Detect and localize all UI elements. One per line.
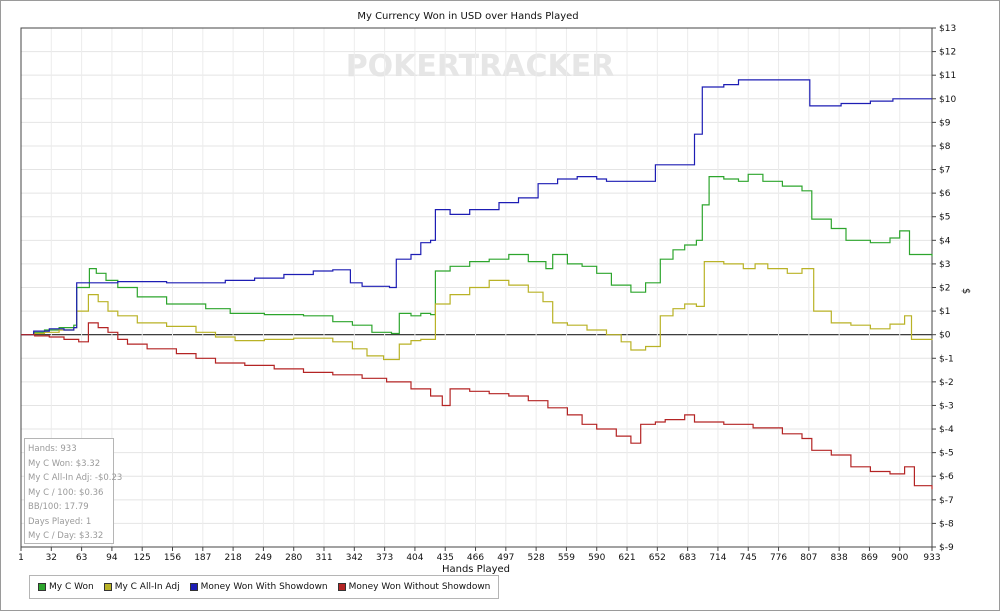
x-tick-label: 933 [923, 553, 940, 563]
x-tick-label: 125 [134, 553, 151, 563]
legend-item: My C All-In Adj [103, 582, 180, 592]
x-tick-label: 683 [679, 553, 696, 563]
x-tick-label: 497 [497, 553, 514, 563]
x-tick-label: 280 [285, 553, 302, 563]
legend-swatch [103, 583, 112, 591]
x-tick-label: 63 [76, 553, 87, 563]
x-tick-label: 807 [800, 553, 817, 563]
y-tick-label: $8 [939, 142, 951, 152]
legend-swatch [38, 583, 46, 591]
x-tick-label: 745 [740, 553, 757, 563]
x-tick-label: 435 [437, 553, 454, 563]
y-tick-label: $6 [939, 189, 951, 199]
y-tick-label: $1 [939, 307, 950, 317]
x-tick-label: 156 [164, 553, 181, 563]
stats-line: My C Won: $3.32 [28, 458, 101, 469]
y-tick-label: $-4 [939, 425, 954, 435]
x-tick-label: 187 [194, 553, 211, 563]
x-axis-label: Hands Played [442, 564, 510, 575]
chart-title: My Currency Won in USD over Hands Played [357, 11, 578, 22]
y-tick-label: $-3 [939, 401, 954, 411]
series-line-my-c-won [21, 173, 933, 336]
x-tick-label: 32 [46, 553, 57, 563]
legend-item: Money Won Without Showdown [337, 582, 491, 592]
legend-swatch [337, 583, 346, 591]
x-tick-label: 404 [406, 553, 423, 563]
stats-line: My C / 100: $0.36 [28, 487, 104, 498]
y-tick-label: $3 [939, 260, 950, 270]
stats-line: My C / Day: $3.32 [28, 531, 104, 541]
y-tick-label: $11 [939, 71, 956, 81]
x-tick-label: 590 [588, 553, 605, 563]
x-tick-label: 652 [649, 553, 666, 563]
y-tick-label: $-6 [939, 472, 954, 482]
y-tick-label: $5 [939, 213, 950, 223]
legend-label: Money Won With Showdown [200, 582, 328, 592]
legend-label: My C Won [49, 582, 94, 592]
x-tick-label: 869 [861, 553, 878, 563]
y-tick-label: $13 [939, 24, 956, 34]
x-tick-label: 466 [467, 553, 484, 563]
x-tick-label: 373 [376, 553, 393, 563]
x-tick-label: 528 [528, 553, 545, 563]
legend: My C Won My C All-In Adj Money Won With Sh… [29, 575, 500, 599]
y-tick-label: $-1 [939, 354, 954, 364]
x-tick-label: 776 [770, 553, 787, 563]
y-tick-label: $10 [939, 95, 956, 105]
x-tick-label: 342 [346, 553, 363, 563]
watermark-logo: POKERTRACKER [346, 49, 615, 84]
y-tick-label: $2 [939, 284, 950, 294]
x-tick-label: 714 [709, 553, 726, 563]
series-line-money-won-with-showdown [21, 79, 932, 336]
legend-item: My C Won [38, 582, 94, 592]
series-line-my-c-all-in-adj [21, 261, 933, 361]
x-tick-label: 621 [618, 553, 635, 563]
x-tick-label: 94 [106, 553, 118, 563]
stats-line: My C All-In Adj: -$0.23 [28, 473, 123, 483]
y-tick-label: $-7 [939, 496, 954, 506]
legend-item: Money Won With Showdown [189, 582, 328, 592]
x-tick-label: 900 [891, 553, 908, 563]
x-tick-label: 311 [315, 553, 332, 563]
y-axis-label: $ [960, 288, 971, 294]
series-line-money-won-without-showdown [21, 322, 933, 490]
x-tick-label: 559 [558, 553, 575, 563]
legend-label: My C All-In Adj [114, 582, 180, 592]
x-tick-label: 838 [831, 553, 848, 563]
stats-box: Hands: 933 My C Won: $3.32 My C All-In Adj… [24, 438, 123, 544]
x-tick-label: 1 [18, 553, 24, 563]
stats-line: Days Played: 1 [28, 516, 92, 527]
x-tick-label: 218 [225, 553, 242, 563]
y-tick-label: $-8 [939, 519, 954, 529]
y-tick-label: $-2 [939, 378, 954, 388]
x-tick-label: 249 [255, 553, 272, 563]
stats-line: Hands: 933 [28, 444, 77, 454]
y-tick-label: $4 [939, 236, 951, 246]
legend-swatch [189, 583, 198, 591]
y-tick-label: $9 [939, 118, 951, 128]
y-tick-label: $-5 [939, 449, 954, 459]
legend-label: Money Won Without Showdown [348, 582, 491, 592]
y-tick-label: $12 [939, 48, 956, 58]
y-tick-label: $7 [939, 166, 950, 176]
y-tick-label: $0 [939, 331, 951, 341]
stats-line: BB/100: 17.79 [28, 502, 89, 512]
y-tick-label: $-9 [939, 543, 954, 553]
